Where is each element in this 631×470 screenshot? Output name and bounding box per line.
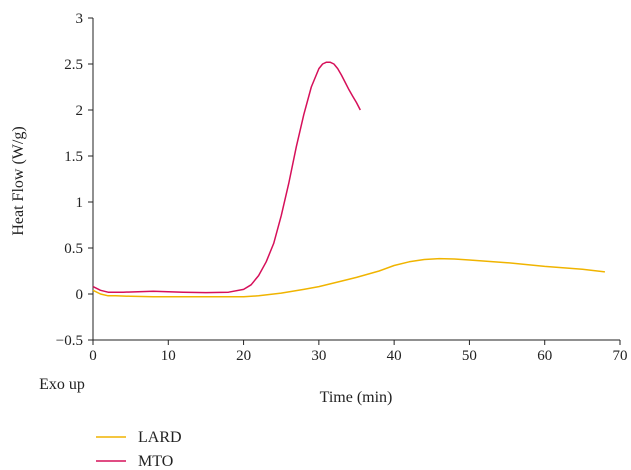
x-axis-title: Time (min) — [320, 389, 393, 406]
legend-label-mto: MTO — [138, 453, 173, 470]
series-line-lard — [92, 257, 605, 298]
y-tick-label: 1 — [76, 195, 84, 211]
series-lines — [92, 61, 605, 298]
y-tick-label: 0.5 — [64, 241, 83, 257]
x-tick-label: 20 — [236, 348, 251, 364]
exo-up-note: Exo up — [39, 376, 85, 393]
legend: LARD MTO — [96, 429, 182, 470]
axes — [92, 18, 620, 341]
y-tick-label: −0.5 — [56, 333, 83, 349]
y-tick-label: 1.5 — [64, 149, 83, 165]
x-tick-label: 60 — [537, 348, 552, 364]
legend-label-lard: LARD — [138, 429, 182, 446]
x-tick-label: 50 — [462, 348, 477, 364]
y-axis-ticks: −0.5 0 0.5 1 1.5 2 2.5 3 — [56, 11, 93, 349]
y-tick-label: 3 — [76, 11, 84, 27]
y-tick-label: 0 — [76, 287, 84, 303]
series-line-mto — [92, 61, 361, 294]
x-tick-label: 30 — [311, 348, 326, 364]
y-tick-label: 2.5 — [64, 57, 83, 73]
x-tick-label: 40 — [387, 348, 402, 364]
x-axis-ticks: 0 10 20 30 40 50 60 70 — [89, 340, 628, 364]
x-tick-label: 70 — [613, 348, 628, 364]
x-tick-label: 0 — [89, 348, 97, 364]
y-axis-title: Heat Flow (W/g) — [10, 126, 27, 235]
y-tick-label: 2 — [76, 103, 84, 119]
x-tick-label: 10 — [161, 348, 176, 364]
